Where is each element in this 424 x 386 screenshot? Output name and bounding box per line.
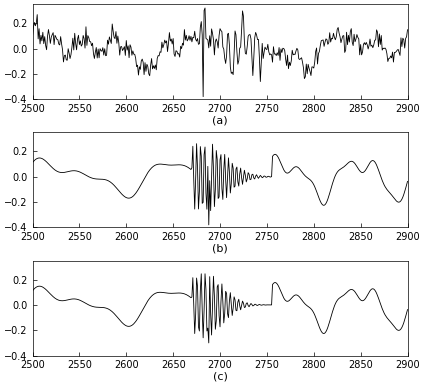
X-axis label: (b): (b) bbox=[212, 244, 228, 254]
X-axis label: (c): (c) bbox=[212, 372, 227, 382]
X-axis label: (a): (a) bbox=[212, 115, 228, 125]
